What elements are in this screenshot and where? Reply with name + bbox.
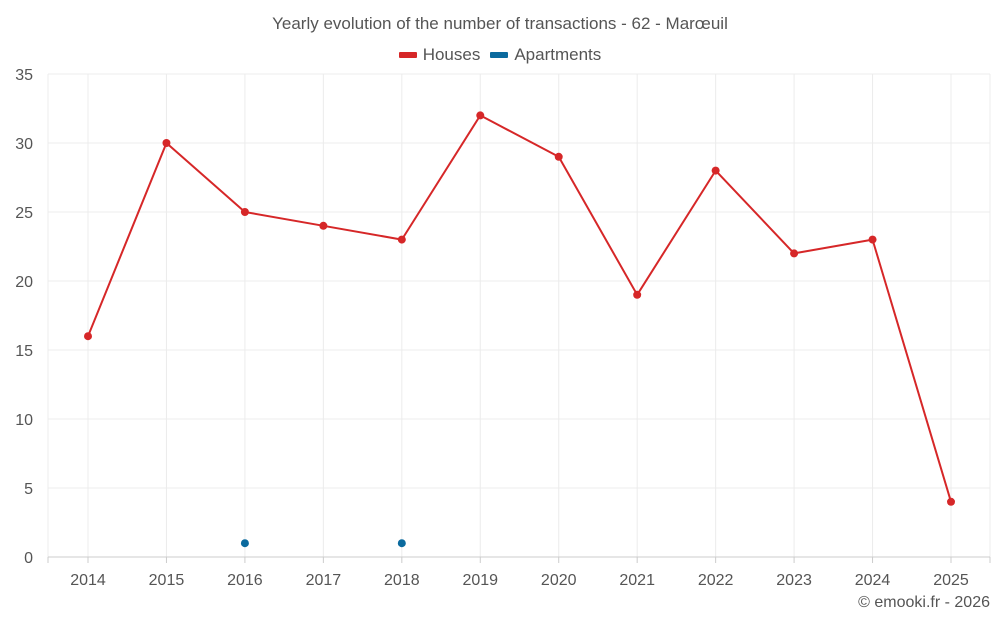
y-tick-label: 35 xyxy=(15,67,33,84)
data-point-houses xyxy=(319,221,328,230)
y-tick-label: 20 xyxy=(15,274,33,291)
copyright: © emooki.fr - 2026 xyxy=(858,594,990,611)
y-tick-label: 25 xyxy=(15,205,33,222)
legend-label-houses: Houses xyxy=(422,45,481,64)
legend-label-apartments: Apartments xyxy=(514,45,602,64)
x-axis-labels: 2014 2015 2016 2017 2018 2019 2020 2021 2022 2023… xyxy=(70,572,969,589)
legend-swatch-apartments xyxy=(490,52,509,58)
x-tick-label: 2015 xyxy=(149,572,185,589)
data-point-houses xyxy=(397,235,406,244)
data-point-apartments xyxy=(240,539,249,548)
data-point-houses xyxy=(711,166,720,175)
y-tick-label: 10 xyxy=(15,412,33,429)
legend: Houses Apartments xyxy=(0,45,1000,65)
y-tick-label: 5 xyxy=(24,481,33,498)
data-point-houses xyxy=(84,332,92,341)
legend-swatch-houses xyxy=(398,52,417,58)
axes xyxy=(47,556,991,563)
x-tick-label: 2019 xyxy=(462,572,498,589)
grid xyxy=(47,73,991,557)
x-tick-label: 2017 xyxy=(306,572,342,589)
y-axis-labels: 0 5 10 15 20 25 30 35 xyxy=(15,67,33,567)
x-tick-label: 2020 xyxy=(541,572,577,589)
x-tick-label: 2014 xyxy=(70,572,106,589)
x-tick-label: 2025 xyxy=(933,572,969,589)
x-tick-label: 2023 xyxy=(776,572,812,589)
x-tick-label: 2021 xyxy=(619,572,655,589)
x-tick-label: 2016 xyxy=(227,572,263,589)
y-tick-label: 0 xyxy=(24,550,33,567)
data-point-houses xyxy=(554,152,563,161)
data-point-houses xyxy=(947,497,955,506)
x-tick-label: 2022 xyxy=(698,572,734,589)
y-tick-label: 15 xyxy=(15,343,33,360)
x-tick-label: 2018 xyxy=(384,572,420,589)
series-line-houses xyxy=(87,114,952,503)
data-point-houses xyxy=(790,249,799,258)
series-points xyxy=(84,111,955,548)
data-point-houses xyxy=(476,111,485,120)
chart-title: Yearly evolution of the number of transa… xyxy=(272,14,728,33)
data-point-houses xyxy=(162,139,171,147)
x-tick-label: 2024 xyxy=(855,572,891,589)
data-point-houses xyxy=(240,208,249,216)
data-point-houses xyxy=(633,290,642,299)
data-point-apartments xyxy=(397,539,406,548)
y-tick-label: 30 xyxy=(15,136,33,153)
legend-item-apartments[interactable]: Apartments xyxy=(490,45,601,65)
series-lines xyxy=(87,114,952,503)
data-point-houses xyxy=(868,235,877,244)
legend-item-houses[interactable]: Houses xyxy=(398,45,481,65)
